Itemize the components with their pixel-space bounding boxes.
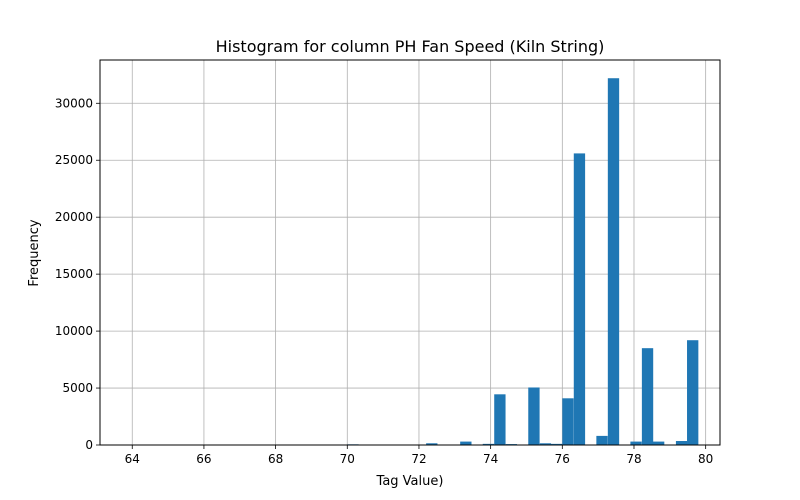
x-axis-label: Tag Value) bbox=[376, 474, 444, 489]
x-tick-label: 72 bbox=[411, 452, 426, 466]
y-tick-label: 30000 bbox=[55, 96, 93, 110]
x-tick-label: 76 bbox=[555, 452, 570, 466]
x-tick-label: 68 bbox=[268, 452, 283, 466]
x-tick-label: 80 bbox=[698, 452, 713, 466]
y-tick-label: 0 bbox=[85, 438, 93, 452]
histogram-bar bbox=[596, 435, 608, 445]
histogram-bar bbox=[675, 441, 688, 445]
histogram-bar bbox=[539, 443, 552, 445]
histogram-bar bbox=[550, 443, 563, 445]
y-tick-label: 15000 bbox=[55, 267, 93, 281]
histogram-bar bbox=[641, 348, 654, 445]
histogram-bar bbox=[573, 153, 586, 445]
bars bbox=[121, 78, 699, 446]
y-axis-ticks: 0 5000 10000 15000 20000 25000 30000 bbox=[55, 96, 100, 452]
histogram-bar bbox=[482, 443, 495, 445]
x-axis-ticks: 64 66 68 70 72 74 76 78 80 bbox=[125, 445, 713, 466]
histogram-bar bbox=[562, 398, 574, 445]
histogram-bar bbox=[426, 443, 438, 445]
y-tick-label: 25000 bbox=[55, 153, 93, 167]
chart-title: Histogram for column PH Fan Speed (Kiln … bbox=[216, 37, 605, 56]
histogram-bar bbox=[652, 441, 665, 445]
y-tick-label: 10000 bbox=[55, 324, 93, 338]
x-tick-label: 78 bbox=[626, 452, 641, 466]
plot-background bbox=[100, 60, 720, 445]
histogram-bar bbox=[494, 394, 506, 445]
histogram-bar bbox=[687, 340, 699, 445]
x-tick-label: 70 bbox=[340, 452, 355, 466]
histogram-bar bbox=[460, 441, 472, 445]
plot-frame bbox=[99, 59, 721, 446]
y-tick-label: 5000 bbox=[62, 381, 93, 395]
x-tick-label: 64 bbox=[125, 452, 140, 466]
x-tick-label: 74 bbox=[483, 452, 498, 466]
x-tick-label: 66 bbox=[196, 452, 211, 466]
histogram-bar bbox=[630, 441, 642, 445]
y-tick-label: 20000 bbox=[55, 210, 93, 224]
histogram-bar bbox=[607, 78, 620, 445]
histogram-bar bbox=[528, 387, 540, 445]
y-axis-label: Frequency bbox=[27, 219, 42, 286]
